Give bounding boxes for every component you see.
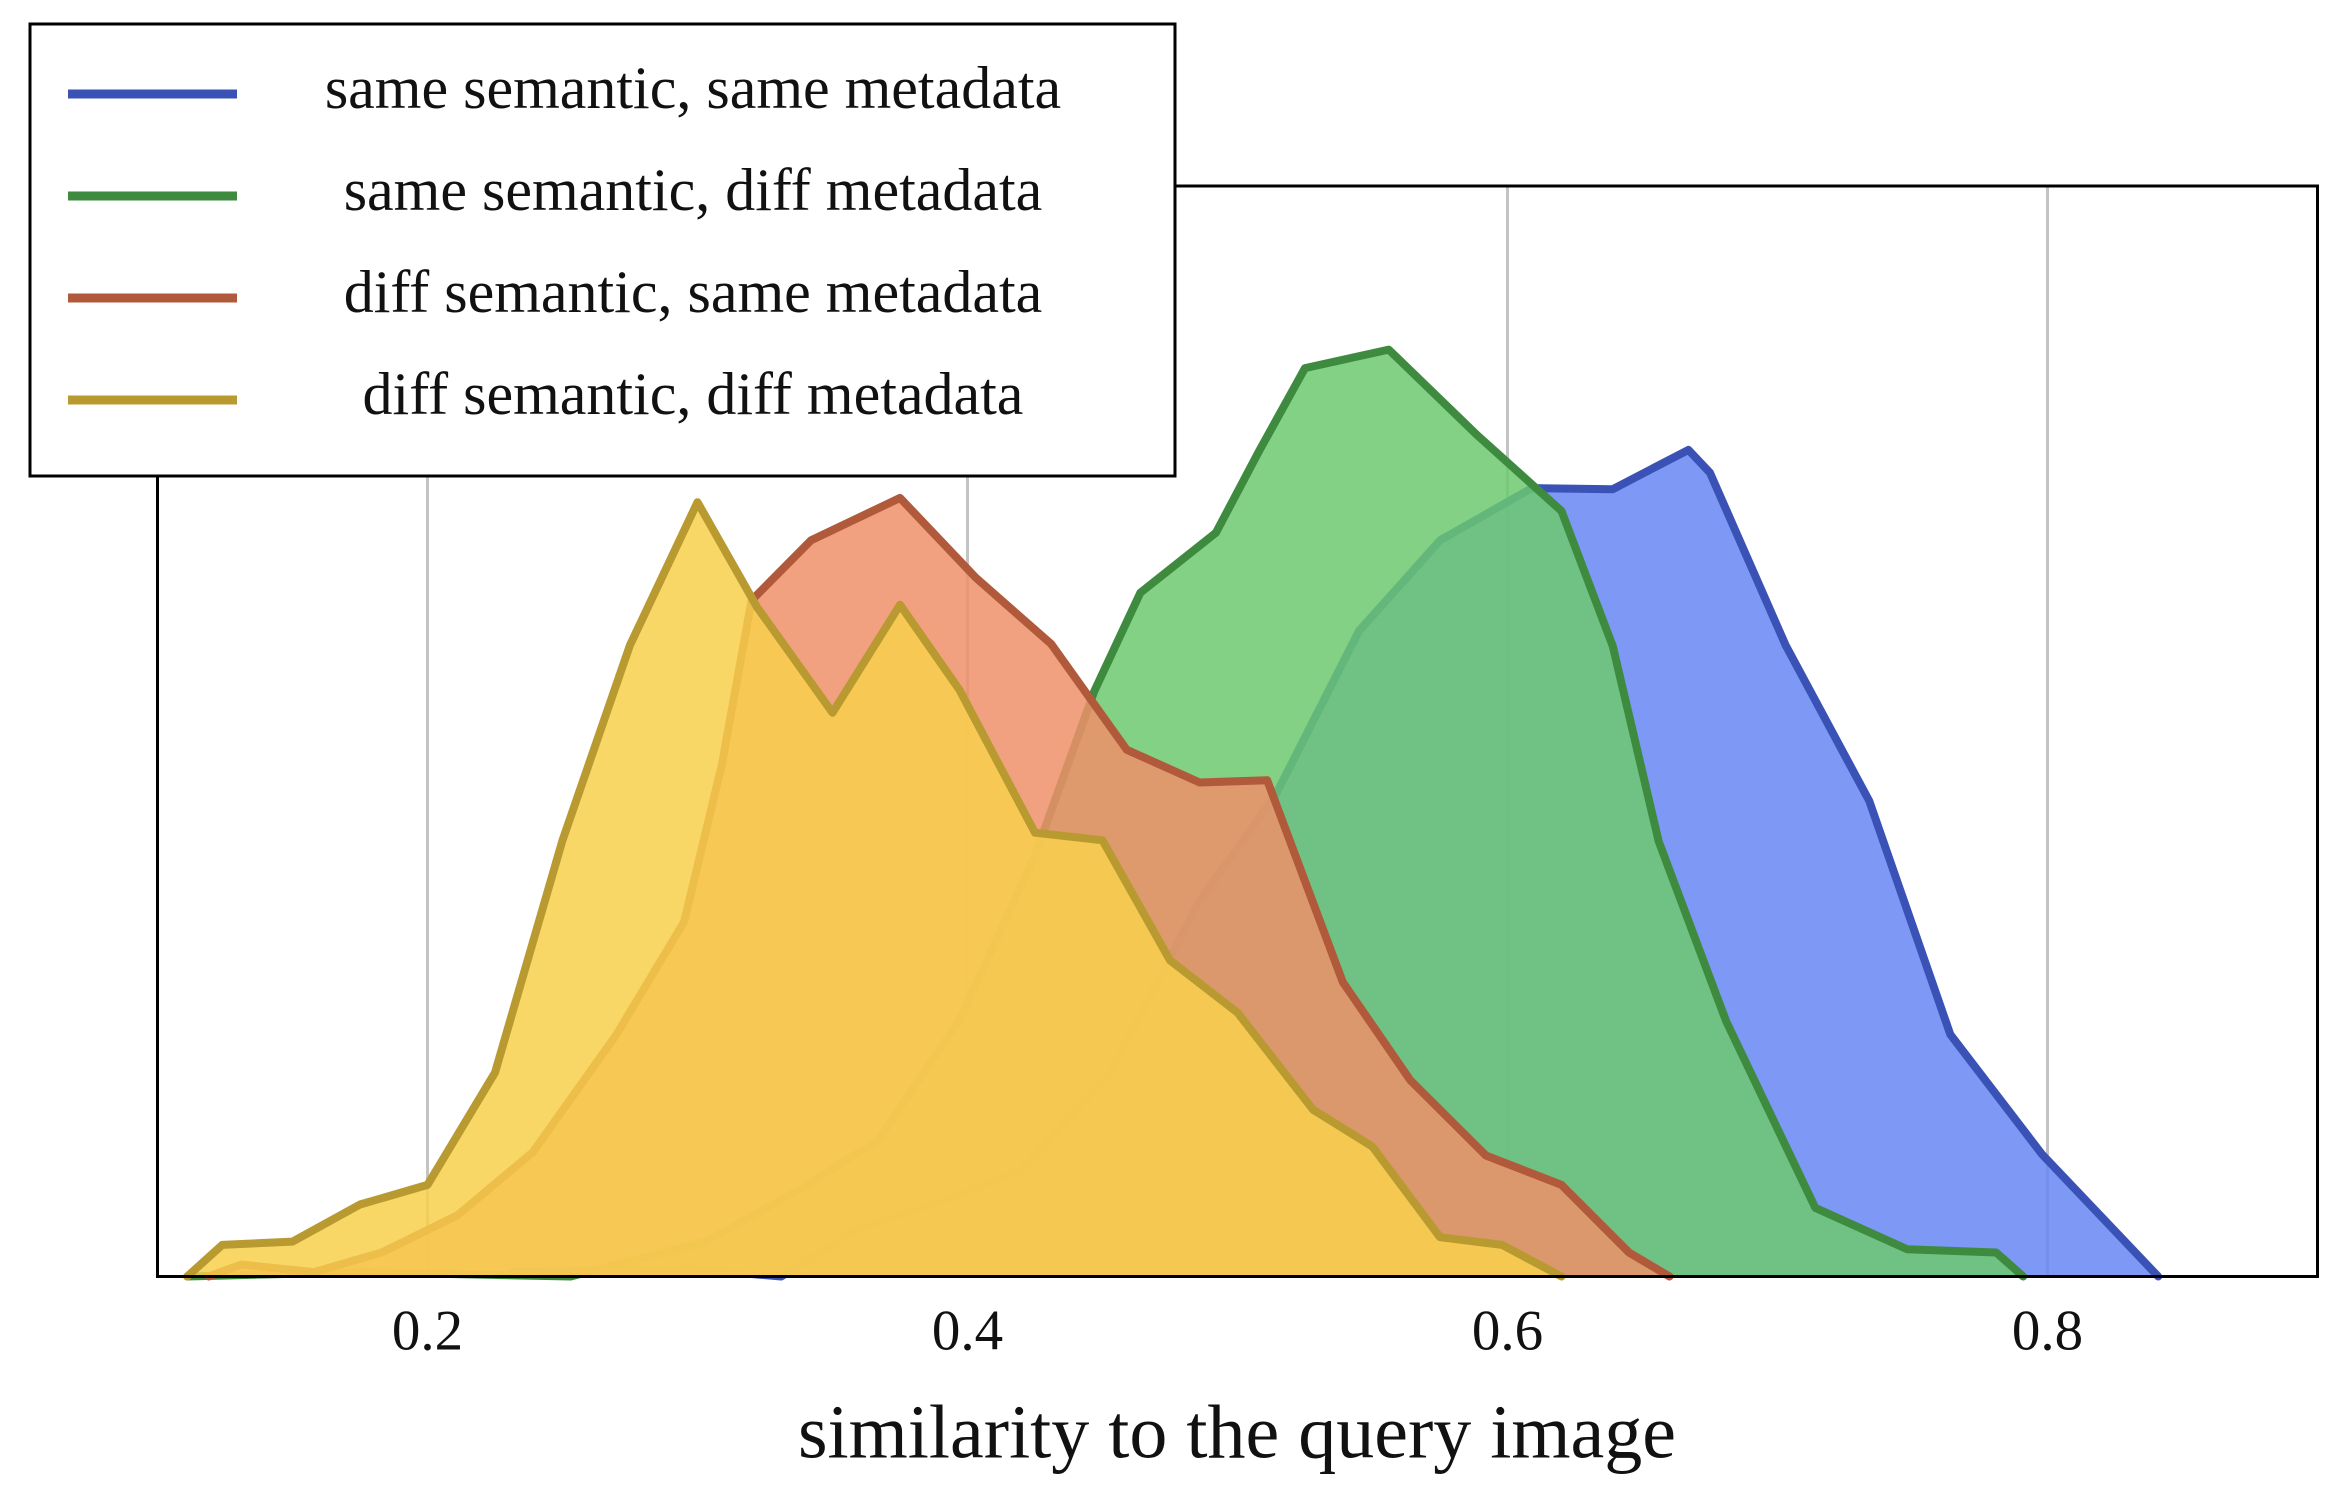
area-fill bbox=[187, 502, 1562, 1277]
legend-label: same semantic, diff metadata bbox=[344, 157, 1043, 223]
legend-label: same semantic, same metadata bbox=[325, 55, 1061, 121]
x-axis-label: similarity to the query image bbox=[798, 1390, 1676, 1474]
legend-label: diff semantic, diff metadata bbox=[363, 361, 1024, 427]
plot-frame bbox=[156, 184, 2319, 1278]
x-tick-label: 0.8 bbox=[2012, 1300, 2083, 1363]
legend-label: diff semantic, same metadata bbox=[344, 259, 1043, 325]
x-tick-label: 0.4 bbox=[932, 1300, 1003, 1363]
area-line bbox=[183, 498, 1566, 1281]
x-tick-label: 0.6 bbox=[1472, 1300, 1543, 1363]
x-tick-label: 0.2 bbox=[392, 1300, 463, 1363]
